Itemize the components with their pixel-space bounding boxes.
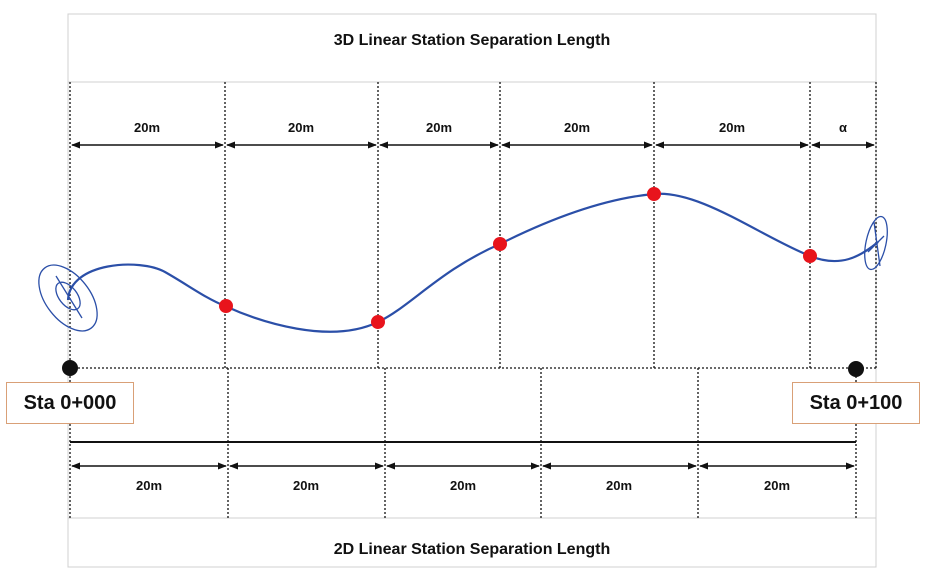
station-point: [493, 237, 507, 251]
title-2d: 2D Linear Station Separation Length: [333, 541, 611, 558]
start-orientation-ellipse: [38, 264, 98, 332]
station-start-label: Sta 0+000: [6, 382, 134, 424]
vertical-guides-3d: [69, 82, 877, 368]
segment-2d-label: 20m: [764, 478, 790, 493]
station-point: [803, 249, 817, 263]
station-end-label: Sta 0+100: [792, 382, 920, 424]
station-points: [219, 187, 817, 329]
station-point: [371, 315, 385, 329]
title-3d: 3D Linear Station Separation Length: [333, 32, 611, 49]
segment-2d-label: 20m: [606, 478, 632, 493]
segment-3d-label: 20m: [426, 120, 452, 135]
start-endpoint: [62, 360, 78, 376]
segment-2d-label: 20m: [450, 478, 476, 493]
segment-3d-label: 20m: [288, 120, 314, 135]
segment-3d-label: 20m: [134, 120, 160, 135]
station-point: [647, 187, 661, 201]
segment-3d-label: 20m: [719, 120, 745, 135]
segment-3d-label: α: [839, 120, 847, 135]
station-point: [219, 299, 233, 313]
alignment-curve: [66, 192, 879, 333]
segment-2d-label: 20m: [136, 478, 162, 493]
segment-3d-label: 20m: [564, 120, 590, 135]
end-endpoint: [848, 361, 864, 377]
segment-2d-label: 20m: [293, 478, 319, 493]
